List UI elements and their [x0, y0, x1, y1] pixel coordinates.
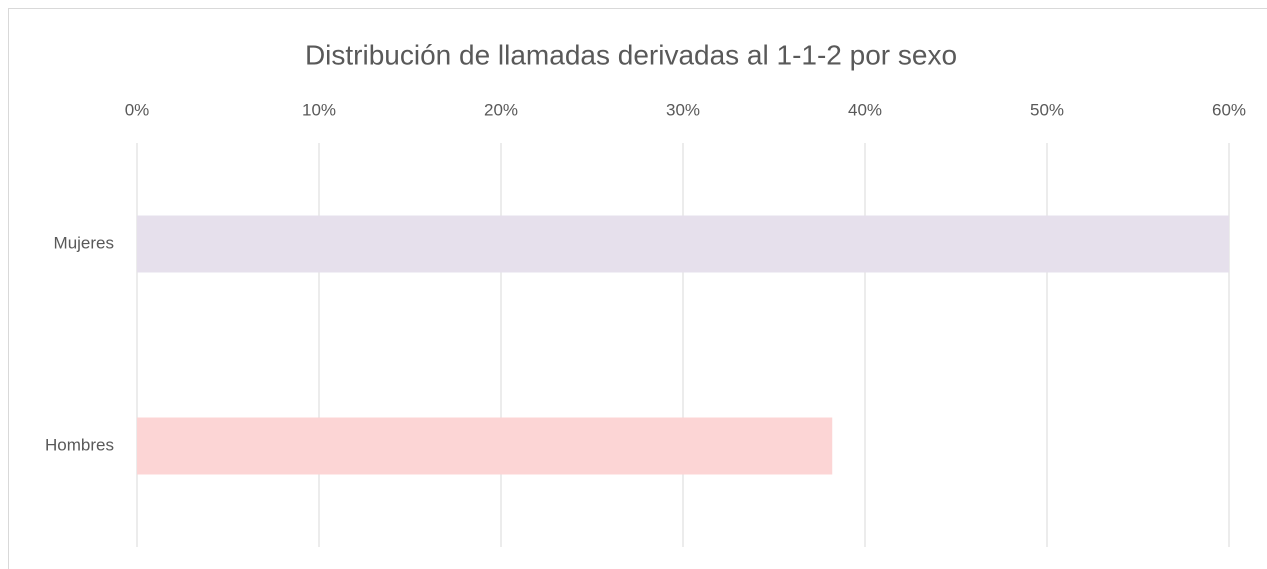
bar [137, 417, 833, 475]
y-tick-label: Mujeres [54, 233, 114, 252]
chart-border [8, 8, 1267, 569]
x-tick-label: 40% [848, 100, 882, 119]
chart-title: Distribución de llamadas derivadas al 1-… [305, 39, 957, 70]
x-tick-label: 30% [666, 100, 700, 119]
x-tick-label: 20% [484, 100, 518, 119]
y-tick-label: Hombres [45, 435, 114, 454]
x-tick-label: 50% [1030, 100, 1064, 119]
x-tick-label: 10% [302, 100, 336, 119]
x-tick-label: 0% [125, 100, 150, 119]
bar [137, 215, 1229, 273]
x-tick-label: 60% [1212, 100, 1246, 119]
